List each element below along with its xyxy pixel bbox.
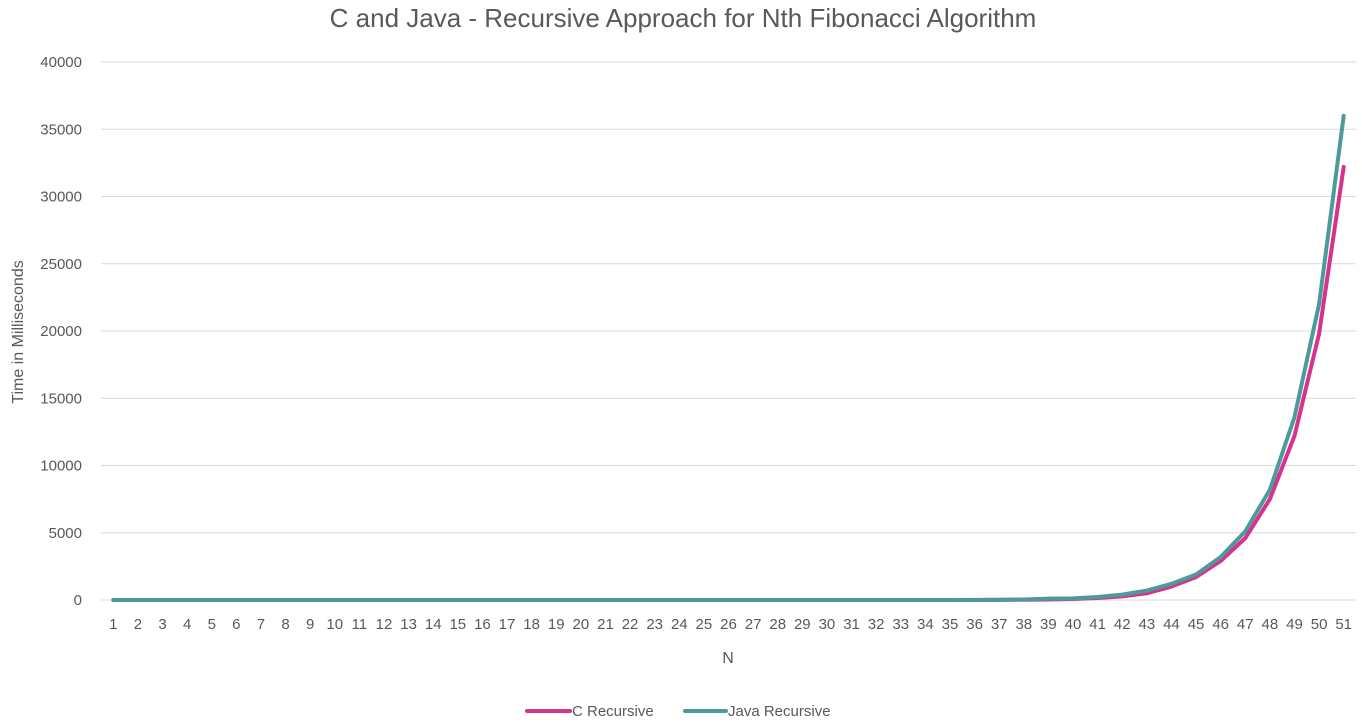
y-tick-label-5: 25000 — [40, 256, 82, 273]
x-tick-label-48: 49 — [1286, 616, 1303, 633]
x-tick-label-42: 43 — [1138, 616, 1155, 633]
x-tick-label-4: 5 — [208, 616, 216, 633]
x-tick-label-17: 18 — [523, 616, 540, 633]
x-tick-label-9: 10 — [326, 616, 343, 633]
x-tick-label-5: 6 — [232, 616, 240, 633]
x-axis-ticks: 1 2 3 4 5 6 7 8 9 10 11 12 13 14 15 16 17 18 19 20 21 22 23 24 2… — [109, 616, 1352, 633]
x-tick-label-24: 25 — [696, 616, 713, 633]
x-tick-label-16: 17 — [499, 616, 516, 633]
legend: C Recursive Java Recursive — [525, 703, 831, 720]
x-tick-label-7: 8 — [281, 616, 289, 633]
x-tick-label-36: 37 — [991, 616, 1008, 633]
x-tick-label-15: 16 — [474, 616, 491, 633]
x-tick-label-14: 15 — [449, 616, 466, 633]
x-tick-label-49: 50 — [1311, 616, 1328, 633]
x-tick-label-41: 42 — [1114, 616, 1131, 633]
y-tick-label-2: 10000 — [40, 458, 82, 475]
x-tick-label-23: 24 — [671, 616, 688, 633]
series-line-1 — [111, 113, 1346, 602]
y-tick-label-4: 20000 — [40, 323, 82, 340]
legend-label-1: Java Recursive — [728, 703, 831, 720]
x-tick-label-39: 40 — [1065, 616, 1082, 633]
x-tick-label-34: 35 — [942, 616, 959, 633]
x-tick-label-22: 23 — [646, 616, 663, 633]
x-tick-label-38: 39 — [1040, 616, 1057, 633]
x-tick-label-37: 38 — [1015, 616, 1032, 633]
x-tick-label-29: 30 — [819, 616, 836, 633]
x-tick-label-19: 20 — [573, 616, 590, 633]
legend-label-0: C Recursive — [572, 703, 654, 720]
y-tick-label-1: 5000 — [49, 525, 82, 542]
y-tick-label-6: 30000 — [40, 189, 82, 206]
x-tick-label-18: 19 — [548, 616, 565, 633]
x-tick-label-8: 9 — [306, 616, 314, 633]
x-tick-label-21: 22 — [622, 616, 639, 633]
series-line-0 — [111, 164, 1346, 602]
y-tick-label-0: 0 — [74, 592, 82, 609]
x-tick-label-40: 41 — [1089, 616, 1106, 633]
x-tick-label-2: 3 — [158, 616, 166, 633]
y-tick-label-7: 35000 — [40, 121, 82, 138]
y-tick-label-8: 40000 — [40, 54, 82, 71]
x-tick-label-13: 14 — [425, 616, 442, 633]
x-tick-label-35: 36 — [966, 616, 983, 633]
x-tick-label-26: 27 — [745, 616, 762, 633]
chart-title: C and Java - Recursive Approach for Nth … — [330, 3, 1037, 33]
x-tick-label-27: 28 — [769, 616, 786, 633]
x-tick-label-33: 34 — [917, 616, 934, 633]
x-tick-label-28: 29 — [794, 616, 811, 633]
x-tick-label-43: 44 — [1163, 616, 1180, 633]
x-tick-label-0: 1 — [109, 616, 117, 633]
x-tick-label-11: 12 — [376, 616, 393, 633]
y-axis-label: Time in Milliseconds — [10, 260, 27, 403]
x-tick-label-1: 2 — [134, 616, 142, 633]
x-tick-label-6: 7 — [257, 616, 265, 633]
x-tick-label-20: 21 — [597, 616, 614, 633]
x-axis-label: N — [722, 650, 734, 667]
x-tick-label-12: 13 — [400, 616, 417, 633]
x-tick-label-50: 51 — [1335, 616, 1352, 633]
y-tick-label-3: 15000 — [40, 390, 82, 407]
gridlines — [101, 61, 1356, 601]
y-axis-ticks: 0 5000 10000 15000 20000 25000 30000 35000 40000 — [40, 54, 82, 609]
x-tick-label-31: 32 — [868, 616, 885, 633]
x-tick-label-32: 33 — [892, 616, 909, 633]
x-tick-label-47: 48 — [1262, 616, 1279, 633]
series-lines — [111, 113, 1346, 602]
x-tick-label-44: 45 — [1188, 616, 1205, 633]
x-tick-label-3: 4 — [183, 616, 191, 633]
x-tick-label-10: 11 — [352, 616, 368, 633]
x-tick-label-46: 47 — [1237, 616, 1254, 633]
x-tick-label-25: 26 — [720, 616, 737, 633]
x-tick-label-45: 46 — [1212, 616, 1229, 633]
x-tick-label-30: 31 — [843, 616, 860, 633]
